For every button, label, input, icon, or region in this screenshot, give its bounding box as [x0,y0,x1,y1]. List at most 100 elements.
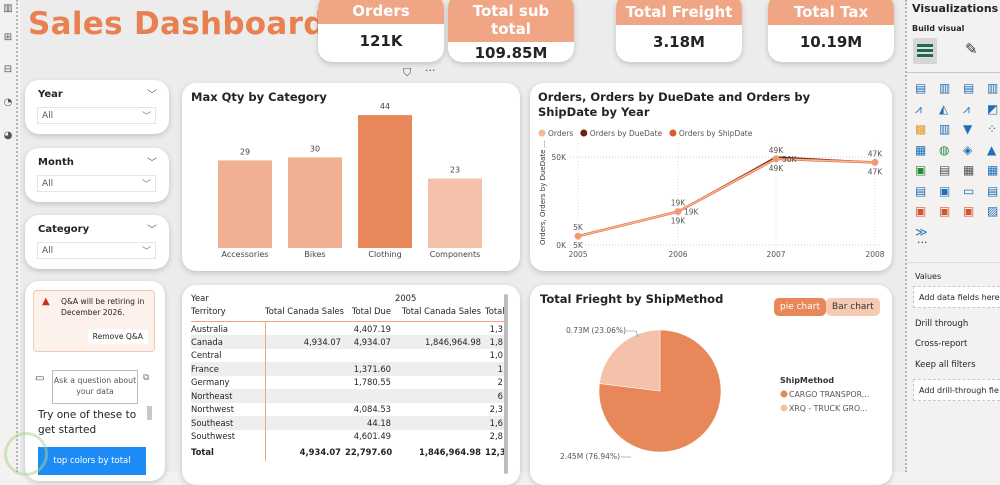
model-view-icon[interactable]: ⊟ [3,64,13,75]
format-visual-icon[interactable]: ✎ [965,40,978,58]
kpi-icon[interactable]: ▣ [915,163,927,177]
stacked-column-icon[interactable]: ▥ [939,81,951,95]
table-row[interactable]: France 1,371.60 1 [191,362,507,376]
more-options-icon[interactable]: ··· [425,64,436,77]
qna-question-input[interactable]: Ask a question about your data [52,370,138,404]
kpi-card-subtotal[interactable]: Total sub total 109.85M [448,0,574,62]
table-icon[interactable]: ▦ [963,163,975,177]
keep-all-filters-toggle[interactable]: Keep all filters [915,360,976,370]
cross-report-toggle[interactable]: Cross-report [915,339,968,349]
chart-title: Total Frieght by ShipMethod [540,292,724,306]
line-column-icon[interactable]: ▩ [915,122,927,136]
funnel-icon[interactable]: ▼ [963,122,973,136]
table-row[interactable]: Southwest 4,601.49 2,8 [191,429,507,443]
values-label: Values [915,272,942,281]
build-visual-tab[interactable] [913,38,937,64]
table-row[interactable]: Australia 4,407.19 1,3 [191,321,507,335]
fields-icon [917,44,933,58]
row-label: France [191,362,266,376]
report-view-icon[interactable]: ▥ [3,3,13,14]
x-tick-label: 2008 [865,250,884,259]
table-row[interactable]: Southeast 44.18 1,6 [191,416,507,430]
area-icon[interactable]: ◭ [939,101,949,116]
power-automate-icon[interactable]: ▣ [939,204,951,218]
slicer-dropdown[interactable]: All ﹀ [37,175,156,192]
pie-chart-button[interactable]: pie chart [774,298,827,316]
column-header[interactable]: Total Due [351,306,391,316]
column-header[interactable]: Total [485,306,505,316]
chart-title: Orders, Orders by DueDate and Orders by … [538,90,811,119]
dax-query-icon[interactable]: ◔ [3,97,13,108]
smart-narrative-icon[interactable]: ▤ [987,183,999,198]
matrix-visual[interactable]: Year 2005 Territory Total Canada Sales Total… [182,285,520,485]
tmdl-view-icon[interactable]: ◕ [3,130,13,141]
data-label: 19K [684,208,700,217]
kpi-card-freight[interactable]: Total Freight 3.18M [616,0,742,62]
matrix-icon[interactable]: ▦ [987,163,999,177]
line-chart-visual[interactable]: Orders, Orders by DueDate and Orders by … [530,83,892,271]
chevron-down-icon[interactable]: ﹀ [147,90,157,101]
power-apps-icon[interactable]: ▣ [915,204,927,218]
pie-chart-visual[interactable]: Total Frieght by ShipMethod pie chart Ba… [530,285,892,485]
key-influencers-icon[interactable]: ▤ [915,183,927,198]
paginated-icon[interactable]: ▣ [963,204,975,218]
stacked-bar-icon[interactable]: ▤ [915,81,927,95]
column-header[interactable]: Total Canada Sales [265,306,345,316]
column-header[interactable]: Total Canada Sales [401,306,481,316]
chevron-down-icon[interactable]: ﹀ [147,225,157,236]
cell [395,416,485,430]
kpi-value: 10.19M [799,33,863,51]
stacked-area-icon[interactable]: ⩘ [963,101,970,116]
clustered-bar-icon[interactable]: ▤ [963,81,975,95]
switch-icon[interactable]: ⧉ [143,373,150,383]
table-row[interactable]: Canada 4,934.07 4,934.07 1,846,964.98 1,8 [191,335,507,349]
slicer-icon[interactable]: ▤ [939,163,951,177]
kpi-card-tax[interactable]: Total Tax 10.19M [768,0,894,62]
suggestion-button[interactable]: top colors by total [38,447,146,475]
x-tick-label: Components [430,250,481,259]
scrollbar[interactable] [147,406,152,420]
slicer-dropdown[interactable]: All ﹀ [37,107,156,124]
azure-map-icon[interactable]: ▲ [987,142,997,157]
table-row[interactable]: Northeast 6 [191,389,507,403]
line-icon[interactable]: ⩘ [915,101,922,116]
remove-qna-button[interactable]: Remove Q&A [87,329,148,344]
table-row[interactable]: Northwest 4,084.53 2,3 [191,402,507,416]
qna-icon[interactable]: ▭ [963,183,975,198]
data-label: 50K [782,155,798,164]
left-nav-bar: ▥ ⊞ ⊟ ◔ ◕ [0,0,18,472]
row-header: Territory [191,306,226,316]
slicer-value: All [42,179,54,189]
slicer-month[interactable]: Month ﹀ All ﹀ [25,148,169,202]
clustered-column-icon[interactable]: ▥ [987,81,999,95]
ribbon-icon[interactable]: ◩ [987,101,999,116]
scatter-icon[interactable]: ⁘ [987,122,998,136]
chevron-down-icon[interactable]: ﹀ [147,158,157,169]
qna-visual[interactable]: ▲ Q&A will be retiring in December 2026.… [25,281,165,481]
ai-narrative-icon[interactable]: ≫ [915,224,928,239]
total-row: Total 4,934.07 22,797.60 1,846,964.98 12,3 [191,443,507,461]
cell [345,349,395,363]
waterfall-icon[interactable]: ▥ [939,122,951,136]
slicer-category[interactable]: Category ﹀ All ﹀ [25,215,169,269]
row-label: Germany [191,375,266,389]
image-icon[interactable]: ▨ [987,204,999,218]
table-row[interactable]: Germany 1,780.55 2 [191,375,507,389]
cell [395,349,485,363]
treemap-icon[interactable]: ▦ [915,142,927,157]
slicer-dropdown[interactable]: All ﹀ [37,242,156,259]
filled-map-icon[interactable]: ◈ [963,142,973,157]
table-row[interactable]: Central 1,0 [191,348,507,363]
slicer-year[interactable]: Year ﹀ All ﹀ [25,80,169,134]
kpi-card-orders[interactable]: Orders 121K [318,0,444,62]
more-visuals-button[interactable]: ··· [917,236,928,249]
map-icon[interactable]: ◍ [939,142,950,157]
drill-through-drop-zone[interactable]: Add drill-through fie [913,379,1000,401]
table-view-icon[interactable]: ⊞ [3,32,13,43]
decomposition-tree-icon[interactable]: ▣ [939,183,951,198]
bar-chart-button[interactable]: Bar chart [826,298,880,316]
values-drop-zone[interactable]: Add data fields here [913,286,1000,308]
bar-chart-visual[interactable]: Max Qty by Category 29 Accessories 30 Bikes… [182,83,520,271]
filter-icon[interactable]: ⛉ [403,66,412,79]
vertical-scrollbar[interactable] [504,294,508,474]
